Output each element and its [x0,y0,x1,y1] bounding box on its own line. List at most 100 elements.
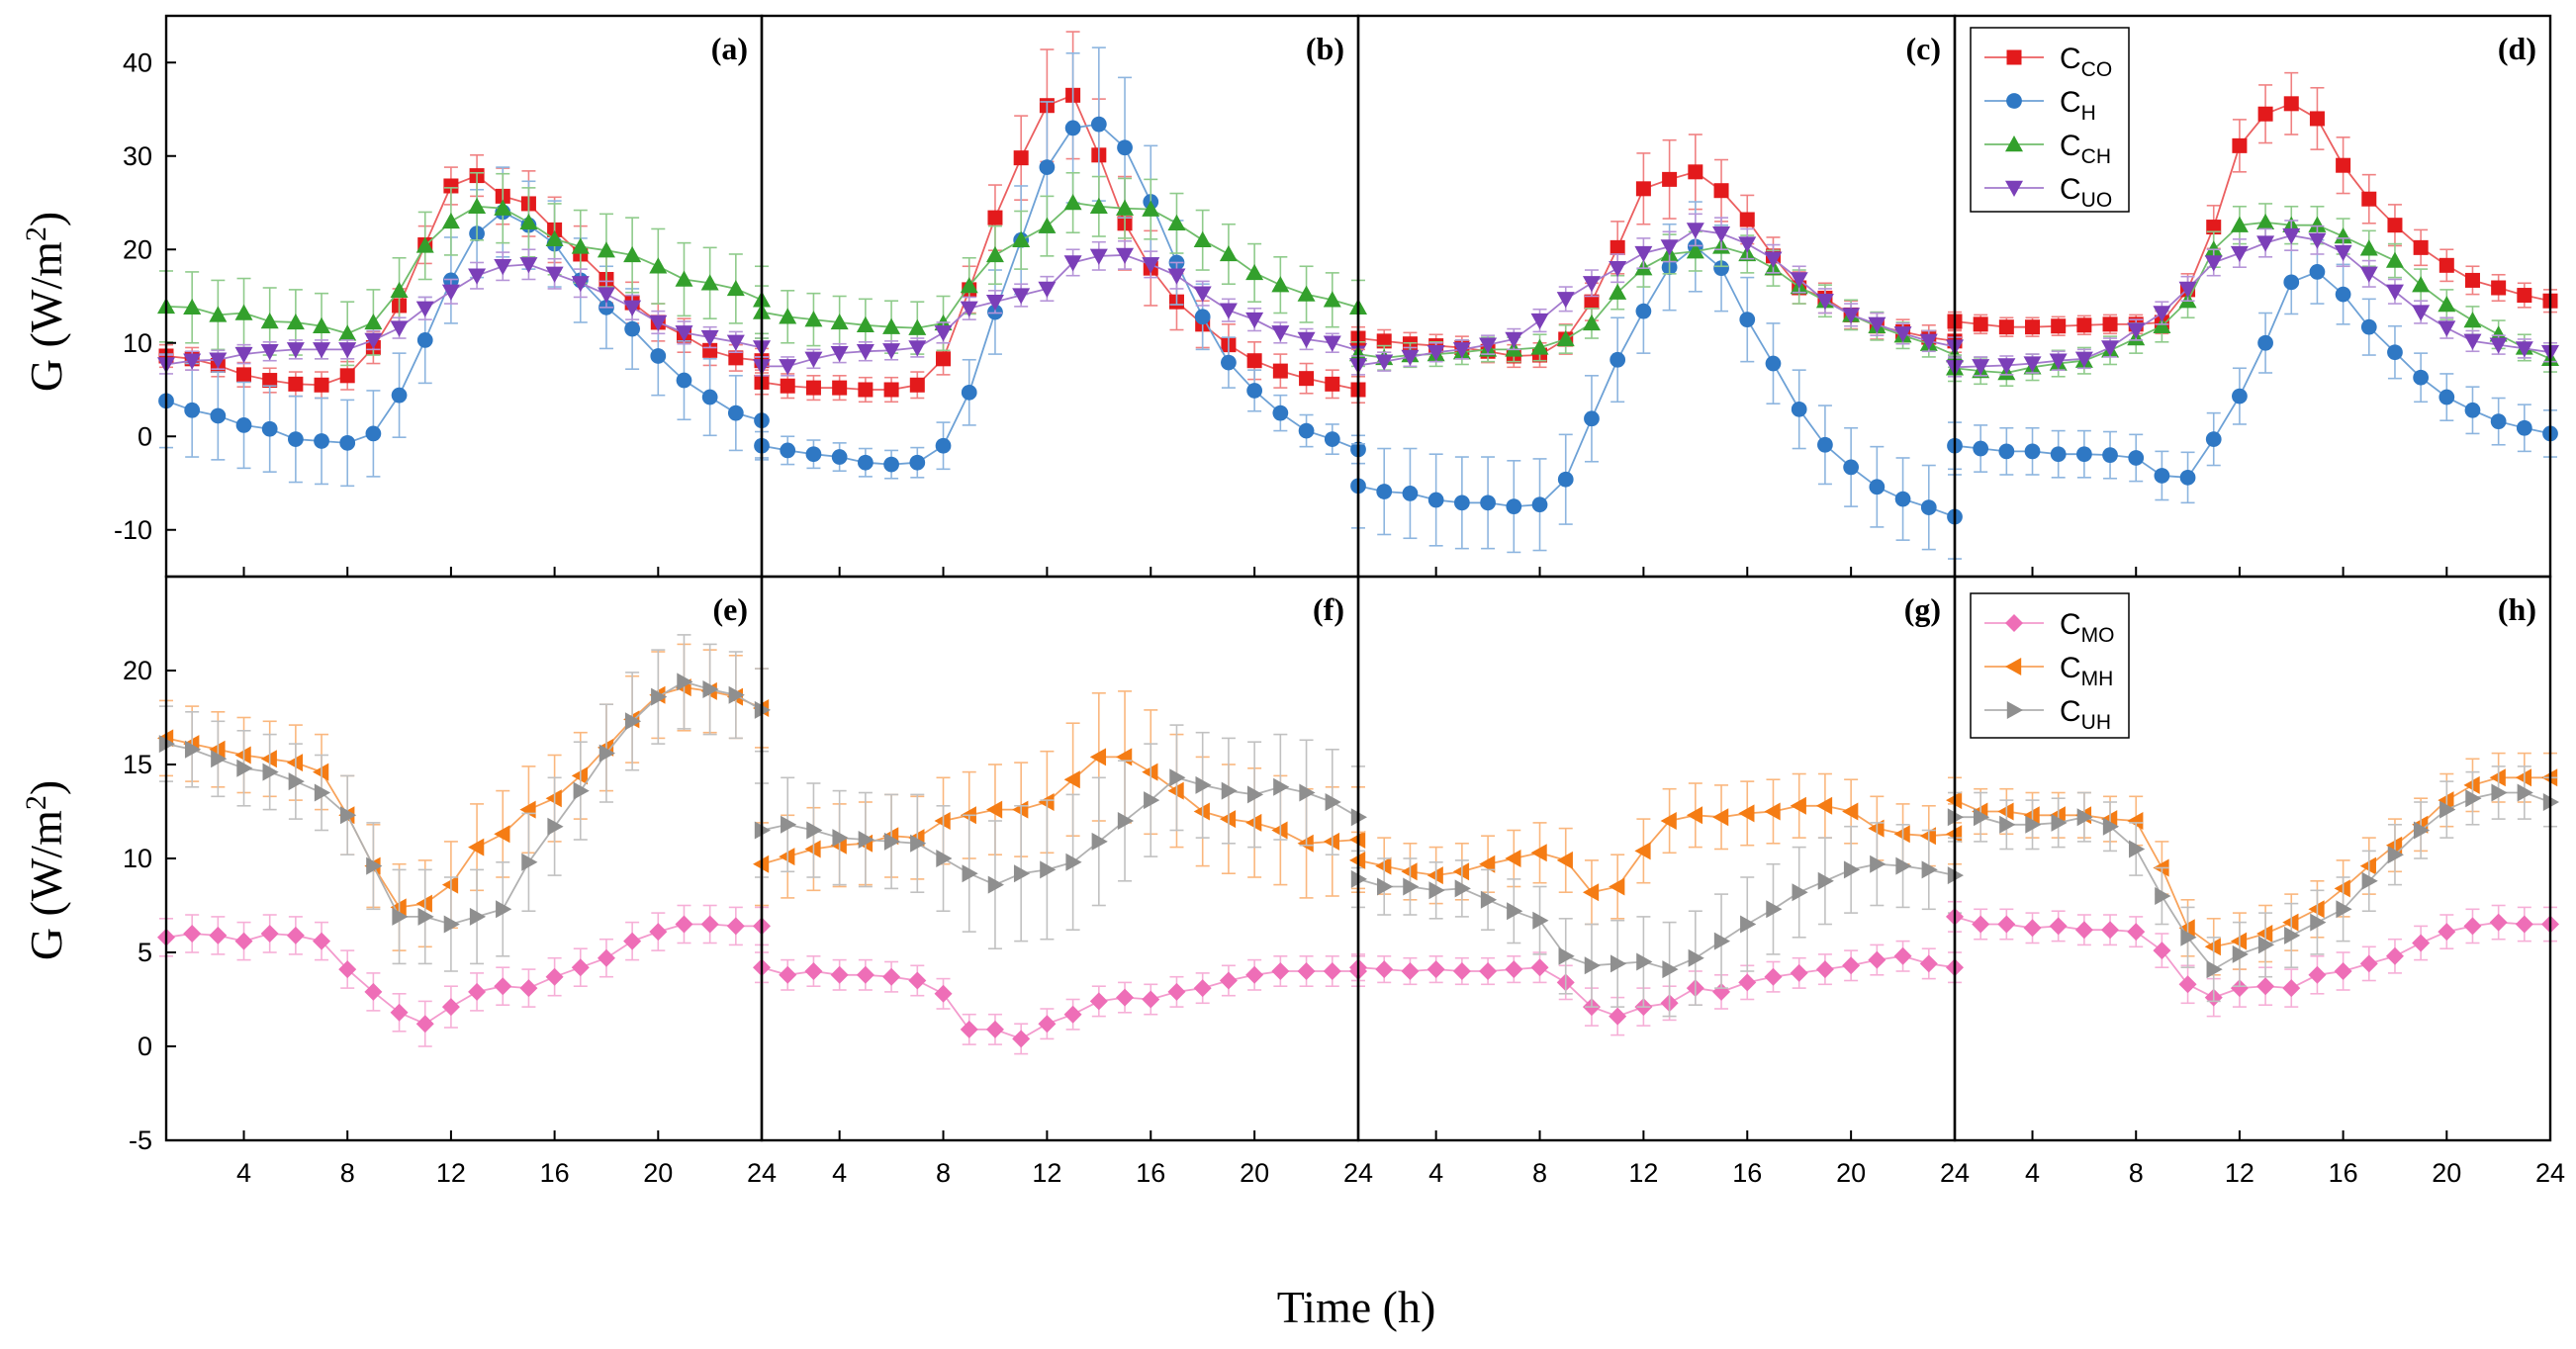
data-point [1713,260,1729,277]
legend-entry-H: CH [1984,86,2096,125]
data-point [415,894,432,913]
panel-label: (g) [1904,591,1941,627]
data-point [2178,919,2195,938]
data-point [1505,960,1523,979]
data-point [1426,960,1445,979]
data-point [2178,975,2197,994]
y-axis-title-bottom-sup: 2 [20,795,52,810]
data-point [2463,917,2482,936]
data-point [545,967,564,986]
data-point [1738,236,1757,253]
data-point [288,772,305,791]
data-point [1012,800,1029,819]
series-line [761,202,1359,329]
data-point [1479,854,1496,873]
data-point [494,259,512,276]
data-point [519,257,538,274]
data-point [675,270,693,287]
data-point [1505,850,1521,867]
data-point [1375,354,1394,371]
data-point [443,178,459,194]
data-point [2517,288,2532,304]
data-point [1402,486,1419,501]
data-point [1427,492,1444,508]
y-tick-label: 20 [123,656,152,685]
data-point [883,382,899,398]
panel-frame [1953,575,2552,1142]
data-point [183,925,202,943]
data-point [573,781,590,800]
data-point [1193,230,1212,247]
data-point [2515,915,2533,934]
data-point [1144,791,1160,810]
data-point [702,680,719,698]
data-point [2334,962,2352,980]
series-line [165,923,762,1026]
data-point [1039,159,1056,175]
data-point [1116,748,1133,766]
data-point [2463,312,2482,328]
data-point [1013,150,1029,166]
data-point [1507,902,1523,921]
data-point [1012,288,1031,305]
data-point [1869,479,1886,495]
data-point [935,437,952,454]
data-point [1997,915,2016,934]
data-point [1973,316,1988,332]
data-point [2464,272,2480,288]
data-point [779,965,797,984]
data-point [1479,962,1498,980]
x-tick-label: 16 [1732,1158,1762,1188]
data-point [779,359,797,376]
data-point [1558,946,1575,965]
data-point [1712,225,1731,243]
legend-marker [2005,135,2023,152]
data-point [209,926,228,944]
data-point [1272,405,1289,421]
data-point [962,864,978,883]
data-point [1221,354,1237,371]
series-H [1350,201,1963,560]
series-UO [1349,213,1964,376]
data-point [1219,971,1238,990]
data-point [1167,214,1186,230]
data-point [985,1020,1004,1038]
data-point [1040,860,1057,879]
panel-frame [164,575,764,1142]
data-point [908,340,927,357]
data-point [1038,1015,1057,1034]
data-point [1219,810,1237,829]
data-point [985,245,1004,263]
data-point [1323,291,1341,308]
data-point [1013,864,1031,883]
panel-label: (h) [2498,591,2536,627]
data-point [2127,923,2146,942]
data-point [1377,877,1394,896]
data-point [2101,340,2120,357]
data-point [2128,450,2145,466]
data-point [1712,808,1729,827]
data-point [468,197,487,214]
data-point [2127,812,2144,830]
data-point [236,759,253,777]
data-point [2489,913,2508,932]
data-point [364,982,383,1001]
panel-label: (c) [1905,31,1941,66]
data-point [1919,333,1938,350]
data-point [1452,862,1470,881]
data-point [286,313,305,330]
data-point [1686,223,1704,239]
data-point [2074,921,2093,940]
data-point [2232,137,2248,153]
data-point [623,245,642,263]
data-point [1089,748,1107,766]
x-tick-label: 20 [1836,1158,1866,1188]
data-point [2463,333,2482,350]
data-point [1584,956,1601,975]
legend-entry-MO: CMO [1984,608,2115,647]
data-point [1842,956,1861,975]
data-point [1245,312,1264,329]
data-point [2153,942,2171,960]
data-point [313,316,331,333]
series-line [1954,221,2551,374]
